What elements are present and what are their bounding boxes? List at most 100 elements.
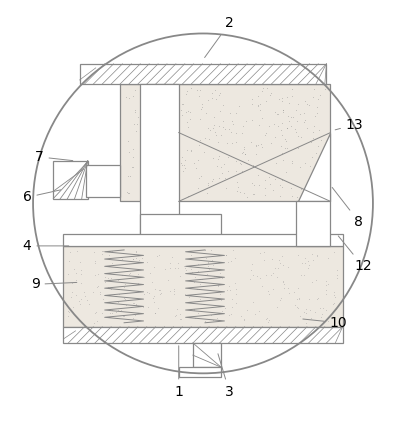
Point <box>141 273 147 280</box>
Point <box>301 117 307 124</box>
Point <box>254 101 260 108</box>
Point <box>140 291 147 298</box>
Point <box>287 123 294 129</box>
Point <box>240 123 246 129</box>
Point <box>229 303 235 310</box>
Point <box>207 126 213 133</box>
Point <box>215 123 222 130</box>
Point <box>281 145 288 152</box>
Point <box>140 108 147 115</box>
Point <box>293 296 299 303</box>
Point <box>263 315 269 322</box>
Point <box>198 275 205 282</box>
Point <box>279 107 285 113</box>
Point <box>154 114 160 121</box>
Point <box>267 272 273 278</box>
Point <box>100 247 106 254</box>
Point <box>316 92 322 99</box>
Point <box>131 86 138 93</box>
Point <box>204 260 211 266</box>
Point <box>173 312 179 319</box>
Point <box>216 291 222 297</box>
Point <box>138 255 145 262</box>
Point <box>160 178 166 184</box>
Point <box>138 112 144 118</box>
Point <box>156 291 163 298</box>
Point <box>178 112 185 119</box>
Point <box>249 191 255 198</box>
Point <box>278 98 285 104</box>
Point <box>232 157 239 164</box>
Point <box>314 96 320 103</box>
Point <box>225 151 232 158</box>
Point <box>183 266 189 273</box>
Point <box>120 312 126 319</box>
Point <box>120 283 127 290</box>
Point <box>149 182 155 189</box>
Point <box>265 174 272 181</box>
Point <box>133 121 140 127</box>
Point <box>296 111 302 118</box>
Point <box>322 277 328 284</box>
Point <box>307 189 314 195</box>
Point <box>307 314 313 321</box>
Point <box>144 181 150 187</box>
Point <box>247 266 254 273</box>
Point <box>162 265 168 272</box>
Point <box>301 110 307 116</box>
Point <box>150 293 157 299</box>
Point <box>256 101 262 108</box>
Point <box>192 165 198 171</box>
Point <box>236 189 242 195</box>
Point <box>212 95 219 102</box>
Point <box>255 93 261 99</box>
Point <box>148 163 155 170</box>
Point <box>229 247 236 253</box>
Bar <box>79 64 326 84</box>
Point <box>179 100 186 107</box>
Point <box>304 190 310 196</box>
Point <box>64 271 71 278</box>
Point <box>136 257 142 264</box>
Point <box>308 250 315 257</box>
Point <box>261 177 268 184</box>
Point <box>274 264 281 271</box>
Point <box>294 251 300 258</box>
Point <box>171 313 178 319</box>
Point <box>187 147 194 154</box>
Point <box>214 139 220 146</box>
Point <box>200 149 207 156</box>
Point <box>222 185 229 192</box>
Point <box>129 93 136 100</box>
Point <box>184 124 191 131</box>
Point <box>307 181 314 188</box>
Point <box>194 261 201 267</box>
Point <box>144 259 150 266</box>
Point <box>241 146 247 153</box>
Point <box>164 277 171 283</box>
Point <box>218 307 225 314</box>
Point <box>218 169 224 176</box>
Point <box>306 307 313 313</box>
Point <box>196 137 202 143</box>
Point <box>172 177 179 184</box>
Point <box>329 301 335 308</box>
Point <box>144 304 151 310</box>
Point <box>103 263 109 270</box>
Point <box>183 146 190 153</box>
Point <box>278 120 284 127</box>
Point <box>81 289 87 296</box>
Point <box>144 289 150 296</box>
Point <box>271 176 278 183</box>
Point <box>232 110 239 116</box>
Point <box>258 87 264 94</box>
Point <box>254 171 260 178</box>
Point <box>124 173 131 180</box>
Point <box>199 104 205 110</box>
Point <box>150 295 156 302</box>
Point <box>147 140 153 147</box>
Point <box>147 162 153 169</box>
Point <box>315 305 322 311</box>
Point <box>108 309 115 316</box>
Point <box>258 114 265 121</box>
